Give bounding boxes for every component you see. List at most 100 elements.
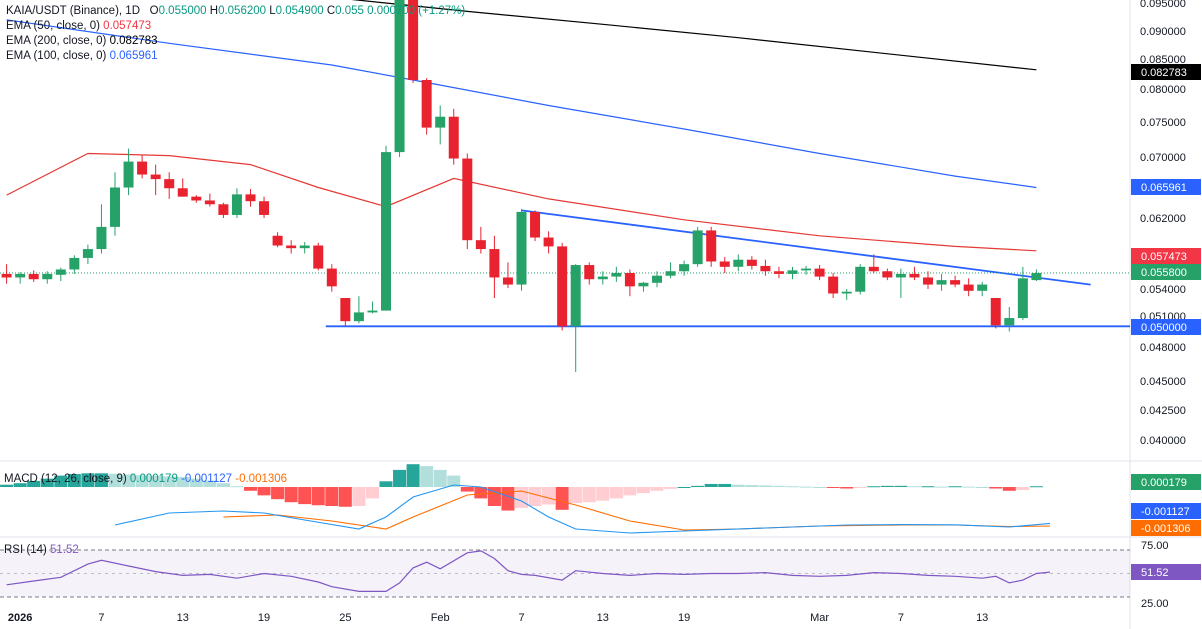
macd-histogram-bar <box>379 481 393 487</box>
rsi-legend[interactable]: RSI (14) 51.52 <box>4 543 79 558</box>
low-label: L <box>269 5 276 17</box>
macd-histogram-bar <box>162 476 176 487</box>
candle-body <box>123 161 134 188</box>
candle <box>340 298 351 327</box>
candlesticks <box>1 0 1042 372</box>
candle-body <box>990 298 1001 326</box>
macd-histogram-bar <box>284 487 298 503</box>
candle <box>679 260 690 276</box>
candle <box>489 235 500 298</box>
macd-histogram-bar <box>921 486 935 488</box>
macd-histogram-bar <box>271 487 285 500</box>
candle <box>231 188 242 218</box>
candle <box>15 272 26 284</box>
candle-body <box>367 310 378 313</box>
candle <box>828 273 839 298</box>
candle <box>164 172 175 199</box>
candle <box>719 257 730 274</box>
price-tick-label: 0.085000 <box>1140 54 1186 66</box>
candle-body <box>828 276 839 294</box>
candle-body <box>408 0 419 80</box>
candle <box>963 278 974 297</box>
candle-body <box>299 245 310 249</box>
macd-hist-value: 0.000179 <box>129 473 178 485</box>
candle <box>801 265 812 275</box>
macd-histogram-bar <box>0 484 14 487</box>
ema100-price-tag: 0.065961 <box>1131 179 1201 195</box>
candle <box>624 269 635 297</box>
ema50-price-tag-text: 0.057473 <box>1141 251 1187 263</box>
rsi-value-tag-text: 51.52 <box>1141 567 1169 579</box>
macd-histogram-bar <box>81 473 95 487</box>
macd-histogram-bar <box>365 487 379 499</box>
macd-histogram-bar <box>758 485 772 487</box>
time-tick-label: 13 <box>597 612 609 624</box>
candle-body <box>340 298 351 322</box>
candle-body <box>597 276 608 280</box>
macd-histogram-bar <box>935 486 949 488</box>
candle <box>1017 266 1028 321</box>
macd-histogram-bar <box>67 474 81 487</box>
candle-body <box>923 277 933 285</box>
candle-body <box>286 245 297 249</box>
macd-line-tag: -0.001127 <box>1131 503 1201 519</box>
ema50-legend[interactable]: EMA (50, close, 0) 0.057473 <box>6 19 465 34</box>
ema200-value: 0.082783 <box>109 35 158 47</box>
candle <box>42 271 53 284</box>
candle <box>557 242 568 331</box>
macd-legend[interactable]: MACD (12, 26, close, 9) 0.000179 -0.0011… <box>4 472 287 487</box>
macd-histogram-bar <box>555 487 569 510</box>
macd-histogram-bar <box>203 480 217 487</box>
candle <box>570 264 581 372</box>
candle <box>909 266 920 281</box>
support-level-tag-text: 0.050000 <box>1141 322 1187 334</box>
ema200-legend[interactable]: EMA (200, close, 0) 0.082783 <box>6 34 465 49</box>
ema100-legend[interactable]: EMA (100, close, 0) 0.065961 <box>6 49 465 64</box>
macd-line <box>114 484 1051 534</box>
macd-histogram-bar <box>487 487 501 506</box>
price-axis[interactable]: 0.095000 0.090000 0.085000 0.080000 0.075000… <box>1131 0 1201 610</box>
macd-histogram-bar <box>474 487 488 499</box>
macd-pane <box>0 464 1051 534</box>
candle <box>936 273 947 291</box>
time-tick-label: 13 <box>976 612 988 624</box>
macd-histogram-bar <box>501 487 515 511</box>
rsi-tick-label: 25.00 <box>1141 598 1169 610</box>
candle <box>597 271 608 285</box>
macd-line-tag-bg <box>1131 503 1201 519</box>
macd-histogram-bar <box>108 473 122 487</box>
candle-body <box>164 179 175 189</box>
candle-body <box>110 187 120 227</box>
candle-body <box>475 240 486 250</box>
ema100-value: 0.065961 <box>109 50 158 62</box>
close-value: 0.055 <box>335 5 364 17</box>
symbol-label[interactable]: KAIA/USDT (Binance), 1D <box>6 5 141 17</box>
descending-trendline <box>521 209 1091 286</box>
candle-body <box>787 270 798 274</box>
candle <box>868 254 879 274</box>
candle <box>923 271 933 289</box>
time-tick-label: 19 <box>678 612 690 624</box>
candle <box>584 262 595 285</box>
candle-body <box>895 273 906 278</box>
macd-signal-tag: -0.001306 <box>1131 520 1201 536</box>
macd-histogram-bar <box>704 483 718 487</box>
candle <box>421 78 432 135</box>
macd-histogram-bar <box>650 487 664 491</box>
macd-histogram-bar <box>13 483 27 487</box>
ema100-label: EMA (100, close, 0) <box>6 50 107 62</box>
ema50-line <box>6 152 1037 252</box>
last-price-tag-text: 0.055800 <box>1141 267 1187 279</box>
macd-histogram-bar <box>420 466 434 487</box>
candle-body <box>773 271 784 274</box>
candle-body <box>82 249 93 258</box>
time-tick-label: 19 <box>258 612 270 624</box>
candle-body <box>936 280 947 285</box>
candle-body <box>28 273 39 280</box>
ema50-price-tag: 0.057473 <box>1131 248 1201 264</box>
time-axis[interactable]: 2026 7 13 19 25 Feb 7 13 19 Mar 7 13 <box>8 612 988 624</box>
candle-body <box>692 230 703 265</box>
candle <box>272 232 283 248</box>
candle <box>543 231 554 254</box>
macd-histogram-bar <box>731 484 745 487</box>
